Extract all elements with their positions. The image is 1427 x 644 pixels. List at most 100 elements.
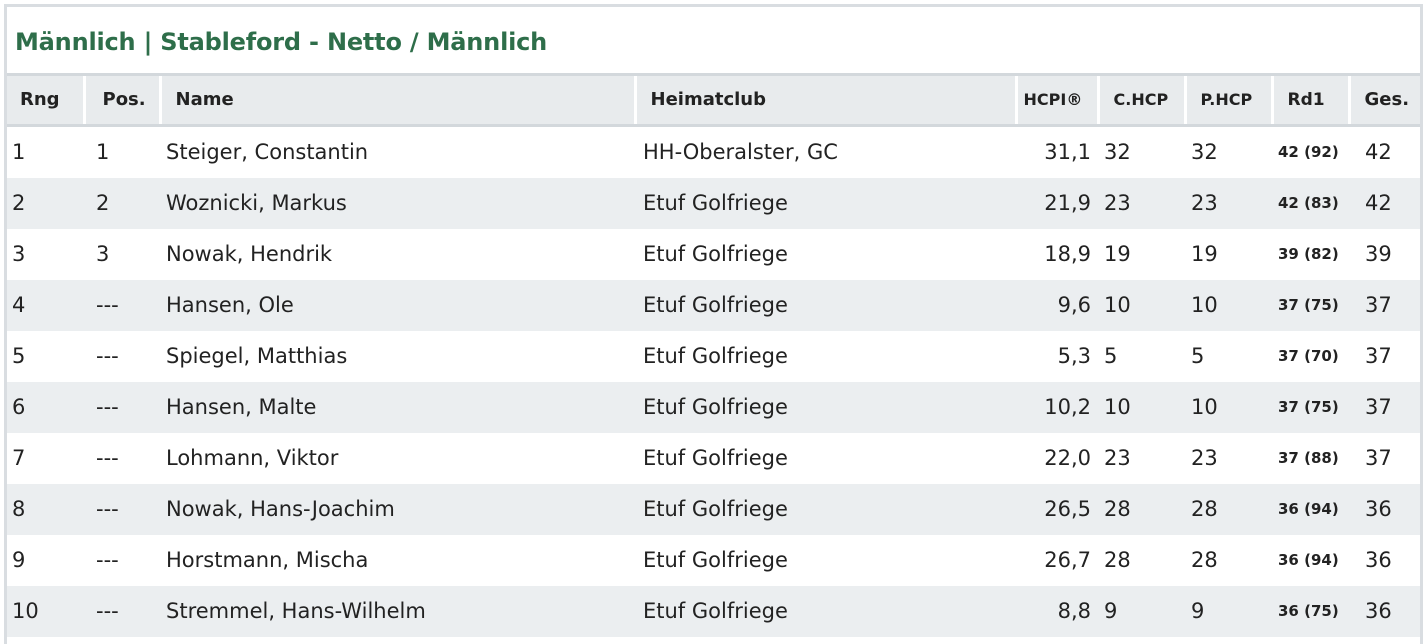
cell-chcp: 28	[1098, 483, 1185, 535]
cell-ges: 37	[1349, 381, 1420, 433]
cell-pos: ---	[84, 279, 160, 331]
cell-chcp: 32	[1098, 125, 1185, 178]
cell-chcp: 19	[1098, 228, 1185, 280]
cell-rng: 10	[7, 585, 84, 637]
cell-rd1: 42 (83)	[1272, 177, 1349, 229]
cell-club: Etuf Golfriege	[635, 534, 1016, 586]
cell-chcp: 23	[1098, 177, 1185, 229]
cell-pos: 1	[84, 125, 160, 178]
cell-rng: 7	[7, 432, 84, 484]
table-row: 10 --- Stremmel, Hans-Wilhelm Etuf Golfr…	[7, 585, 1420, 637]
cell-club: Etuf Golfriege	[635, 381, 1016, 433]
cell-hcpi: 26,5	[1016, 483, 1098, 535]
cell-rd1: 37 (75)	[1272, 279, 1349, 331]
cell-pos: ---	[84, 483, 160, 535]
cell-rng: 8	[7, 483, 84, 535]
cell-pos: 2	[84, 177, 160, 229]
cell-chcp: 28	[1098, 534, 1185, 586]
column-header-name[interactable]: Name	[160, 76, 637, 127]
cell-hcpi: 8,8	[1016, 585, 1098, 637]
cell-phcp: 23	[1185, 177, 1272, 229]
table-header-row: Rng Pos. Name Heimatclub HCPI® C.HCP P.H…	[7, 76, 1420, 127]
cell-rng: 2	[7, 177, 84, 229]
cell-rd1: 36 (94)	[1272, 483, 1349, 535]
cell-pos: 3	[84, 228, 160, 280]
cell-name: Woznicki, Markus	[160, 177, 635, 229]
cell-phcp: 19	[1185, 228, 1272, 280]
cell-hcpi: 18,9	[1016, 228, 1098, 280]
table-row: 7 --- Lohmann, Viktor Etuf Golfriege 22,…	[7, 432, 1420, 484]
cell-ges: 42	[1349, 177, 1420, 229]
cell-chcp: 23	[1098, 432, 1185, 484]
column-header-rng[interactable]: Rng	[7, 76, 86, 127]
cell-name: Stremmel, Hans-Wilhelm	[160, 585, 635, 637]
cell-hcpi: 31,1	[1016, 125, 1098, 178]
table-row: 9 --- Horstmann, Mischa Etuf Golfriege 2…	[7, 534, 1420, 586]
cell-club: Etuf Golfriege	[635, 432, 1016, 484]
table-row: 6 --- Hansen, Malte Etuf Golfriege 10,2 …	[7, 381, 1420, 433]
cell-hcpi: 22,0	[1016, 432, 1098, 484]
cell-hcpi: 10,2	[1016, 381, 1098, 433]
cell-chcp: 10	[1098, 279, 1185, 331]
cell-club: Etuf Golfriege	[635, 279, 1016, 331]
cell-hcpi: 9,6	[1016, 279, 1098, 331]
cell-ges: 36	[1349, 585, 1420, 637]
results-panel: Männlich | Stableford - Netto / Männlich…	[4, 4, 1423, 644]
cell-name: Spiegel, Matthias	[160, 330, 635, 382]
results-table: Rng Pos. Name Heimatclub HCPI® C.HCP P.H…	[7, 76, 1420, 637]
cell-ges: 39	[1349, 228, 1420, 280]
cell-club: Etuf Golfriege	[635, 177, 1016, 229]
cell-rd1: 42 (92)	[1272, 125, 1349, 178]
table-row: 8 --- Nowak, Hans-Joachim Etuf Golfriege…	[7, 483, 1420, 535]
cell-phcp: 10	[1185, 279, 1272, 331]
cell-phcp: 32	[1185, 125, 1272, 178]
cell-rng: 3	[7, 228, 84, 280]
cell-name: Nowak, Hendrik	[160, 228, 635, 280]
cell-phcp: 28	[1185, 534, 1272, 586]
cell-phcp: 23	[1185, 432, 1272, 484]
cell-rng: 6	[7, 381, 84, 433]
cell-name: Nowak, Hans-Joachim	[160, 483, 635, 535]
column-header-phcp[interactable]: P.HCP	[1185, 76, 1274, 127]
cell-club: Etuf Golfriege	[635, 228, 1016, 280]
cell-rng: 1	[7, 125, 84, 178]
cell-ges: 42	[1349, 125, 1420, 178]
cell-chcp: 10	[1098, 381, 1185, 433]
cell-pos: ---	[84, 585, 160, 637]
cell-name: Hansen, Ole	[160, 279, 635, 331]
column-header-hcpi[interactable]: HCPI®	[1016, 76, 1100, 127]
cell-hcpi: 21,9	[1016, 177, 1098, 229]
table-row: 5 --- Spiegel, Matthias Etuf Golfriege 5…	[7, 330, 1420, 382]
cell-hcpi: 5,3	[1016, 330, 1098, 382]
cell-club: Etuf Golfriege	[635, 585, 1016, 637]
cell-ges: 37	[1349, 279, 1420, 331]
table-row: 2 2 Woznicki, Markus Etuf Golfriege 21,9…	[7, 177, 1420, 229]
table-row: 1 1 Steiger, Constantin HH-Oberalster, G…	[7, 125, 1420, 178]
cell-ges: 37	[1349, 432, 1420, 484]
cell-pos: ---	[84, 432, 160, 484]
cell-rd1: 37 (70)	[1272, 330, 1349, 382]
cell-pos: ---	[84, 381, 160, 433]
cell-name: Hansen, Malte	[160, 381, 635, 433]
column-header-ges[interactable]: Ges.	[1349, 76, 1420, 127]
column-header-club[interactable]: Heimatclub	[635, 76, 1018, 127]
cell-rd1: 37 (88)	[1272, 432, 1349, 484]
column-header-rd1[interactable]: Rd1	[1272, 76, 1351, 127]
cell-ges: 36	[1349, 483, 1420, 535]
cell-name: Horstmann, Mischa	[160, 534, 635, 586]
cell-rd1: 36 (75)	[1272, 585, 1349, 637]
cell-phcp: 10	[1185, 381, 1272, 433]
cell-phcp: 9	[1185, 585, 1272, 637]
cell-club: HH-Oberalster, GC	[635, 125, 1016, 178]
cell-chcp: 9	[1098, 585, 1185, 637]
cell-ges: 36	[1349, 534, 1420, 586]
column-header-chcp[interactable]: C.HCP	[1098, 76, 1187, 127]
cell-ges: 37	[1349, 330, 1420, 382]
cell-rng: 4	[7, 279, 84, 331]
cell-rd1: 39 (82)	[1272, 228, 1349, 280]
cell-rd1: 36 (94)	[1272, 534, 1349, 586]
table-row: 4 --- Hansen, Ole Etuf Golfriege 9,6 10 …	[7, 279, 1420, 331]
cell-phcp: 5	[1185, 330, 1272, 382]
column-header-pos[interactable]: Pos.	[84, 76, 162, 127]
cell-club: Etuf Golfriege	[635, 330, 1016, 382]
